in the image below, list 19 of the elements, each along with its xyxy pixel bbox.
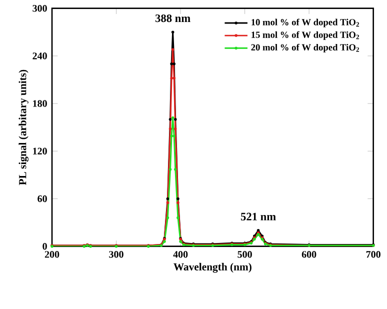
legend-label: 10 mol % of W doped TiO$_{2}$: [252, 18, 360, 28]
y-tick-label: 300: [32, 4, 47, 12]
y-tick-label: 0: [42, 242, 47, 250]
x-tick-label: 400: [173, 251, 188, 258]
x-tick-label: 500: [238, 251, 252, 258]
y-tick-label: 120: [33, 148, 47, 155]
y-tick-label: 60: [38, 195, 47, 202]
x-tick-label: 700: [366, 251, 380, 258]
x-tick-label: 600: [302, 251, 316, 258]
annotation: 521 nm: [240, 212, 276, 220]
annotation: 388 nm: [155, 14, 190, 22]
x-axis-title: Wavelength (nm): [174, 262, 252, 273]
y-tick-label: 240: [32, 52, 47, 60]
legend-label: 15 mol % of W doped TiO$_{2}$: [252, 31, 360, 40]
y-axis-title: PL signal (arbitary units): [18, 70, 28, 186]
y-tick-label: 180: [33, 100, 47, 107]
x-tick-label: 200: [44, 251, 60, 258]
legend-label: 20 mol % of W doped TiO$_{2}$: [251, 44, 360, 52]
x-tick-label: 300: [109, 251, 124, 258]
